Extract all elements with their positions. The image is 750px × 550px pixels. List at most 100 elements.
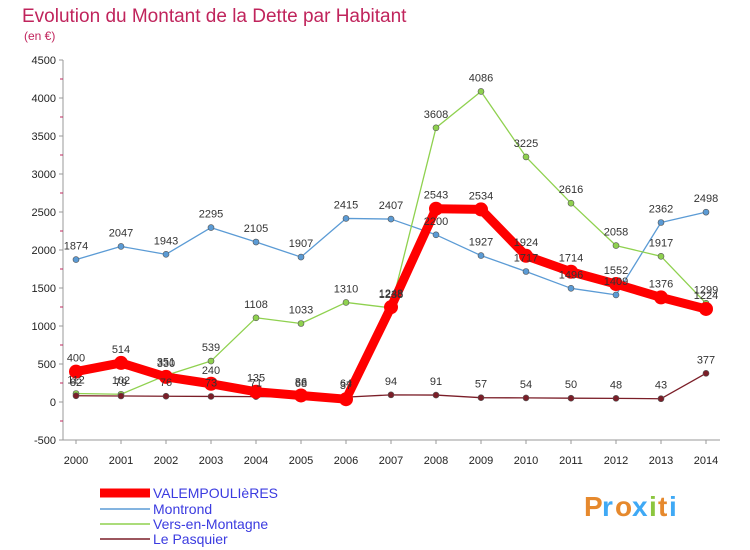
series-point-0 — [339, 392, 353, 407]
data-label: 64 — [340, 378, 352, 390]
chart-title: Evolution du Montant de la Dette par Hab… — [22, 6, 407, 27]
series-point-0 — [294, 388, 308, 403]
x-tick-label: 2007 — [379, 455, 403, 467]
y-tick-label: 0 — [50, 397, 56, 409]
data-label: 539 — [202, 342, 220, 354]
data-label: 3608 — [424, 109, 448, 121]
series-point-1 — [477, 252, 485, 259]
data-label: 1924 — [514, 237, 538, 249]
series-point-3 — [72, 392, 80, 400]
data-label: 73 — [205, 377, 217, 389]
series-point-2 — [432, 124, 440, 132]
series-point-0 — [699, 301, 713, 316]
data-label: 1409 — [604, 276, 628, 288]
data-label: 68 — [295, 378, 307, 390]
series-point-2 — [252, 314, 260, 322]
y-tick-label: -500 — [34, 435, 56, 447]
series-point-1 — [117, 243, 125, 250]
x-tick-label: 2004 — [244, 455, 268, 467]
series-point-0 — [564, 264, 578, 279]
series-point-3 — [162, 392, 170, 400]
x-tick-label: 2008 — [424, 455, 448, 467]
data-label: 400 — [67, 353, 85, 365]
series-point-1 — [207, 224, 215, 231]
data-label: 2543 — [424, 190, 448, 202]
data-label: 1224 — [694, 290, 718, 302]
logo-letter: i — [649, 491, 657, 522]
series-point-0 — [204, 376, 218, 391]
series-point-0 — [609, 277, 623, 292]
series-point-3 — [657, 395, 665, 403]
series-point-2 — [297, 320, 305, 327]
logo-letter: t — [658, 491, 667, 522]
x-tick-label: 2001 — [109, 455, 133, 467]
data-label: 1927 — [469, 237, 493, 249]
data-label: 76 — [160, 377, 172, 389]
y-tick-label: 1500 — [32, 283, 56, 295]
series-point-3 — [477, 394, 485, 401]
series-point-1 — [612, 291, 620, 299]
data-label: 1714 — [559, 253, 583, 265]
data-label: 330 — [157, 358, 175, 370]
x-tick-label: 2002 — [154, 455, 178, 467]
series-point-1 — [702, 208, 710, 216]
series-point-0 — [429, 201, 443, 216]
data-label: 82 — [70, 377, 82, 389]
data-label: 2362 — [649, 203, 673, 215]
data-label: 2295 — [199, 209, 223, 221]
series-point-1 — [72, 256, 80, 263]
series-point-2 — [612, 242, 620, 249]
data-label: 1108 — [244, 299, 268, 311]
logo-letter: x — [632, 491, 648, 522]
series-point-1 — [162, 251, 170, 258]
data-label: 91 — [430, 376, 442, 388]
data-label: 2534 — [469, 190, 493, 202]
data-label: 112 — [67, 374, 85, 386]
legend-label-3: Le Pasquier — [153, 531, 228, 547]
y-tick-label: 2000 — [32, 245, 56, 257]
data-label: 2407 — [379, 200, 403, 212]
data-label: 1717 — [514, 253, 538, 265]
data-labels: 1874 2047 1943 2295 2105 1907 2415 2407 2200 1927… — [64, 72, 718, 392]
series-point-0 — [114, 355, 128, 370]
x-tick-label: 2011 — [559, 455, 583, 467]
data-label: 2105 — [244, 223, 268, 235]
x-tick-label: 2014 — [694, 455, 718, 467]
y-tick-label: 2500 — [32, 207, 56, 219]
data-label: 1496 — [559, 269, 583, 281]
x-tick-label: 2005 — [289, 455, 313, 467]
series-point-0 — [159, 369, 173, 384]
data-label: 1299 — [694, 284, 718, 296]
series-point-2 — [207, 357, 215, 365]
legend-label-0: VALEMPOULIèRES — [153, 485, 278, 501]
series-points — [69, 88, 713, 407]
data-label: 54 — [520, 379, 532, 391]
data-label: 1874 — [64, 241, 88, 253]
series-point-0 — [69, 364, 83, 379]
series-point-2 — [567, 199, 575, 207]
series-point-2 — [342, 299, 350, 306]
series-point-3 — [522, 394, 530, 402]
series-point-3 — [702, 370, 710, 377]
series-point-1 — [342, 215, 350, 222]
series-point-1 — [522, 268, 530, 275]
data-label: 2415 — [334, 199, 358, 211]
series-point-1 — [657, 219, 665, 226]
chart-subtitle: (en €) — [24, 29, 55, 43]
y-tick-label: 4000 — [32, 93, 56, 105]
data-label: 1310 — [334, 283, 358, 295]
y-tick-label: 3000 — [32, 169, 56, 181]
axes: -500 0 500 1000 1500 2000 2500 3000 3500 4000 4500… — [32, 55, 720, 467]
data-label: 1248 — [379, 288, 403, 300]
series-point-0 — [654, 290, 668, 305]
series-point-2 — [477, 88, 485, 95]
series-point-3 — [432, 391, 440, 399]
data-label: 37 — [340, 380, 352, 392]
data-label: 2498 — [694, 193, 718, 205]
series-point-1 — [297, 253, 305, 261]
data-label: 135 — [247, 373, 265, 385]
data-label: 1552 — [604, 265, 628, 277]
logo-letter: P — [584, 491, 603, 522]
